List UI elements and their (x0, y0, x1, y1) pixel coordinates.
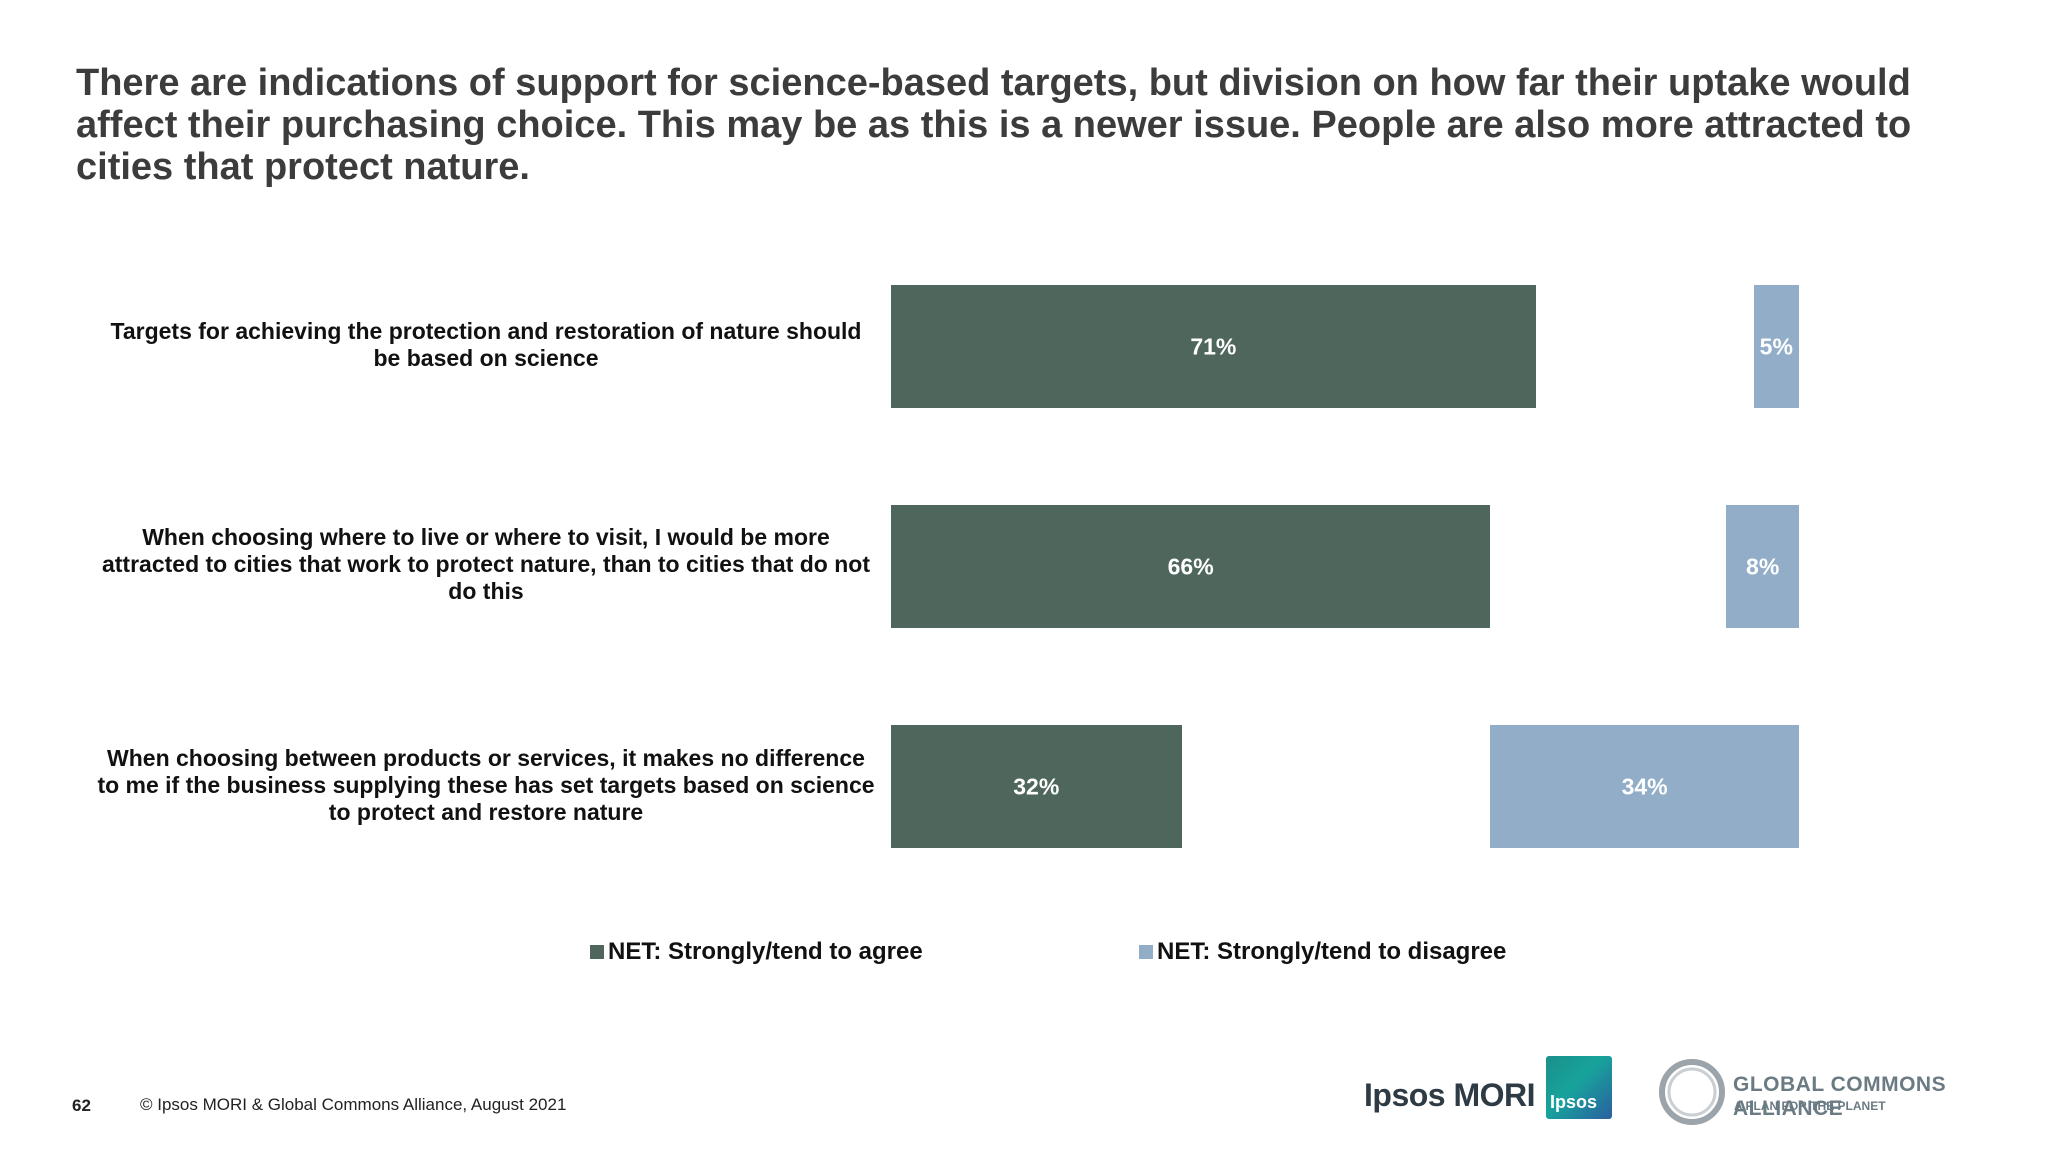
copyright-notice: © Ipsos MORI & Global Commons Alliance, … (140, 1095, 567, 1114)
ipsos-badge-logo: Ipsos (1546, 1056, 1612, 1119)
legend-item-disagree: NET: Strongly/tend to disagree (1139, 938, 1506, 966)
legend-swatch-agree (590, 945, 604, 959)
data-label: 8% (1746, 553, 1780, 579)
legend-item-agree: NET: Strongly/tend to agree (590, 938, 923, 966)
bar-disagree: 5% (1753, 285, 1799, 408)
category-label: When choosing between products or servic… (97, 745, 875, 825)
category-label: When choosing where to live or where to … (101, 524, 870, 604)
category-label: Targets for achieving the protection and… (110, 318, 862, 371)
data-label: 34% (1621, 773, 1668, 799)
data-label: 32% (1013, 773, 1060, 799)
data-label: 66% (1167, 553, 1214, 579)
legend-label-disagree: NET: Strongly/tend to disagree (1157, 938, 1507, 965)
legend-label-agree: NET: Strongly/tend to agree (608, 938, 923, 965)
ipsos-mori-logo: Ipsos MORI (1364, 1077, 1536, 1113)
gca-logo-name: GLOBAL COMMONS ALLIANCE (1733, 1073, 1947, 1120)
bar-disagree: 34% (1490, 725, 1799, 848)
page-number: 62 (72, 1096, 91, 1115)
data-label: 5% (1759, 333, 1793, 359)
ipsos-badge-text: Ipsos (1550, 1092, 1598, 1112)
data-label: 71% (1190, 333, 1237, 359)
gca-logo-tagline: A PLAN FOR THE PLANET (1734, 1099, 1886, 1113)
gca-ring-icon (1659, 1059, 1725, 1125)
bar-agree: 66% (891, 505, 1491, 628)
slide-title: There are indications of support for sci… (76, 62, 1912, 188)
legend-swatch-disagree (1139, 945, 1153, 959)
bar-agree: 32% (891, 725, 1182, 848)
bar-disagree: 8% (1726, 505, 1799, 628)
bar-agree: 71% (891, 285, 1536, 408)
